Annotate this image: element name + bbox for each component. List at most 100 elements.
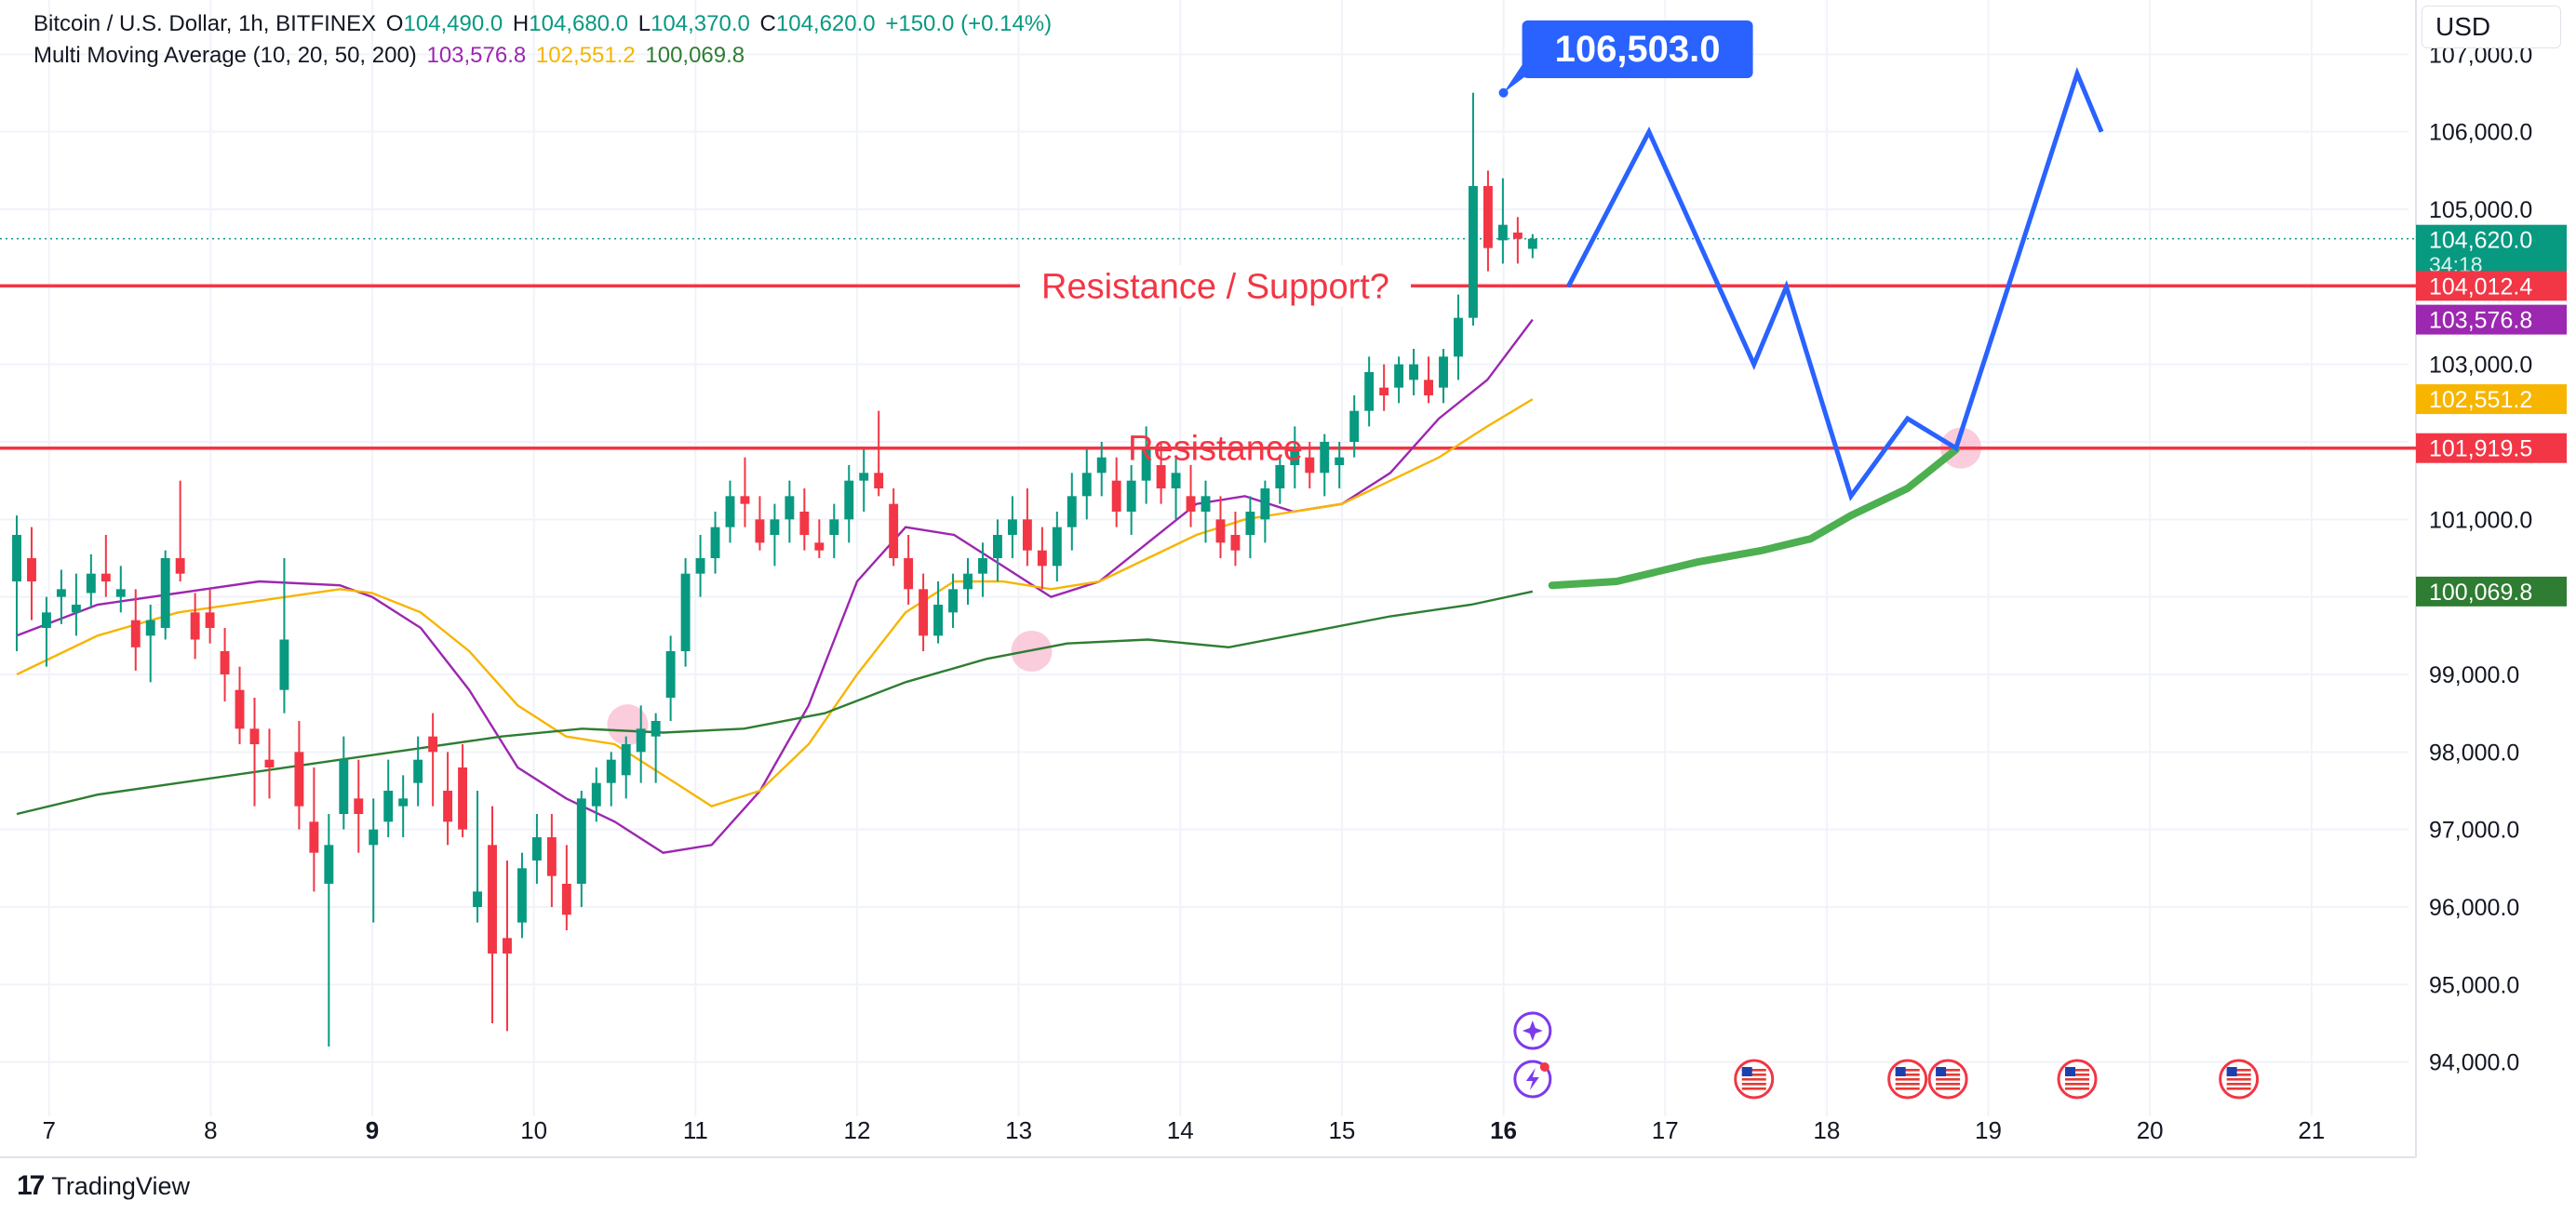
candle-body	[1022, 519, 1032, 551]
candle-body	[933, 605, 944, 636]
high-value: 104,680.0	[529, 11, 629, 36]
spark-icon	[1513, 1011, 1552, 1050]
brand-name: TradingView	[51, 1171, 190, 1200]
us-flag-stripe	[2226, 1083, 2251, 1086]
close-label: C	[759, 11, 776, 36]
us-flag-canton	[2226, 1067, 2237, 1076]
change-value: +150.0 (+0.14%)	[885, 11, 1053, 36]
candle-body	[264, 759, 275, 767]
projection-green-curve	[1548, 446, 1960, 590]
price-tag-bg	[2416, 271, 2567, 301]
symbol-title: Bitcoin / U.S. Dollar, 1h, BITFINEX	[34, 11, 377, 36]
candle-body	[1468, 186, 1478, 318]
candle-body	[814, 542, 825, 551]
price-tick-label: 96,000.0	[2429, 895, 2519, 921]
candle-body	[27, 558, 36, 581]
time-tick-label: 15	[1328, 1116, 1355, 1144]
open-value: 104,490.0	[403, 11, 503, 36]
us-flag-stripe	[1895, 1069, 1920, 1072]
candle-body	[874, 473, 884, 488]
us-flag-stripe	[1895, 1087, 1920, 1090]
close-value: 104,620.0	[775, 11, 876, 36]
candle-body	[115, 589, 126, 597]
time-tick-label: 8	[204, 1116, 217, 1144]
candle-body	[621, 744, 631, 776]
candle-body	[354, 798, 364, 814]
candle-body	[770, 519, 780, 535]
candle-body	[531, 837, 542, 860]
us-flag-canton	[2065, 1067, 2076, 1076]
candle-body	[473, 891, 482, 907]
resistance-support-label-bg	[1020, 265, 1411, 307]
indicator-legend[interactable]: Multi Moving Average (10, 20, 50, 200) 1…	[34, 43, 748, 69]
time-tick-label: 14	[1167, 1116, 1194, 1144]
candle-body	[428, 736, 438, 753]
candle-body	[443, 791, 453, 822]
candle-body	[324, 845, 334, 884]
us-flag-stripe	[2226, 1087, 2251, 1090]
candle-body	[1081, 473, 1092, 497]
us-flag-stripe	[1895, 1078, 1920, 1081]
candle-body	[145, 620, 155, 636]
us-flag-canton	[1741, 1067, 1752, 1076]
candle-body	[1230, 535, 1241, 551]
ma20-value: 102,551.2	[535, 43, 636, 68]
candle-body	[175, 558, 185, 574]
us-flag-stripe	[1895, 1074, 1920, 1076]
candle-body	[1497, 224, 1508, 241]
candle-body	[829, 519, 839, 535]
candle-body	[576, 798, 586, 884]
price-tag-bg	[2416, 384, 2567, 415]
candle-body	[963, 573, 973, 590]
us-flag-stripe	[2065, 1074, 2090, 1076]
us-flag-stripe	[2065, 1078, 2090, 1081]
us-flag-canton	[1895, 1067, 1906, 1076]
us-flag-stripe	[2226, 1069, 2251, 1072]
price-tag-bg	[2416, 433, 2567, 463]
candle-body	[948, 589, 958, 613]
candle-body	[517, 868, 527, 923]
candle-body	[160, 558, 170, 628]
time-tick-label: 21	[2298, 1116, 2325, 1144]
candle-body	[1141, 449, 1151, 481]
price-axis: 107,000.0106,000.0105,000.0103,000.0101,…	[2429, 42, 2532, 1075]
candle-body	[1275, 465, 1285, 488]
price-tag-bg	[2416, 224, 2567, 279]
candle-body	[41, 612, 51, 628]
indicator-title: Multi Moving Average (10, 20, 50, 200)	[34, 43, 417, 68]
candle-body	[1527, 238, 1537, 249]
price-tag-label: 102,551.2	[2429, 387, 2532, 413]
candle-body	[561, 884, 571, 915]
us-flag-stripe	[2226, 1074, 2251, 1076]
spark-shape	[1522, 1021, 1543, 1041]
candle-body	[383, 791, 394, 822]
candle-body	[190, 612, 200, 640]
candle-body	[1111, 480, 1121, 512]
currency-button[interactable]: USD	[2422, 6, 2561, 48]
symbol-legend[interactable]: Bitcoin / U.S. Dollar, 1h, BITFINEX O104…	[34, 11, 1055, 37]
candle-body	[606, 759, 616, 783]
candle-body	[1305, 457, 1315, 474]
candle-body	[1201, 496, 1211, 512]
candle-body	[488, 845, 497, 954]
candle-body	[695, 558, 705, 574]
candle-body	[413, 759, 423, 783]
us-flag-stripe	[1741, 1078, 1766, 1081]
candle-body	[1245, 512, 1255, 535]
candle-body	[1171, 473, 1181, 488]
candle-body	[1439, 356, 1448, 388]
candle-body	[309, 821, 319, 853]
candle-body	[1379, 387, 1389, 395]
us-flag-icon	[1927, 1059, 1968, 1100]
us-flag-stripe	[1741, 1069, 1766, 1072]
time-tick-label: 20	[2137, 1116, 2164, 1144]
us-flag-stripe	[1741, 1074, 1766, 1076]
time-tick-label: 10	[520, 1116, 547, 1144]
candle-body	[130, 620, 141, 647]
lightning-shape	[1525, 1068, 1539, 1090]
tradingview-brand[interactable]: 17 TradingView	[17, 1170, 190, 1202]
time-axis: 7 8 9 10 11 12 13 14 15 16 17 18 19 20 21	[42, 1116, 2325, 1144]
notification-dot	[1539, 1062, 1550, 1072]
